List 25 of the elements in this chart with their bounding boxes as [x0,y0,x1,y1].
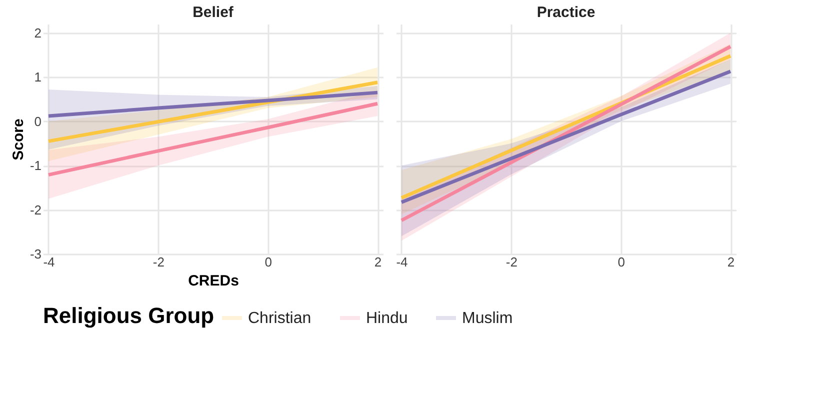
x-tick-label: -2 [506,254,518,270]
x-tick-label: 0 [618,254,625,270]
x-tick-label: 2 [727,254,735,270]
y-axis-title: Score [10,118,27,160]
y-tick-label: -3 [30,246,42,262]
line-series [46,80,380,143]
legend-label: Christian [248,310,312,327]
x-tick-label: -2 [152,254,164,270]
y-tick-label: -1 [30,158,42,174]
y-tick-label: 2 [34,25,42,40]
x-tick-label: 0 [264,254,272,270]
chart-title: Practice [536,4,596,21]
line-series [46,90,380,118]
y-tick-label: 0 [34,114,42,129]
y-tick-label: 1 [34,70,42,85]
x-tick-label: 2 [374,254,382,270]
legend-title: Religious Group [43,303,214,328]
legend-label: Hindu [366,310,408,327]
y-tick-label: -2 [30,202,42,218]
chart-title: Belief [192,4,234,21]
x-tick-label: -4 [396,254,408,270]
line-series [46,102,380,177]
legend-label: Muslim [462,310,513,327]
x-axis-title: CREDs [188,272,239,290]
x-tick-label: -4 [43,254,55,270]
